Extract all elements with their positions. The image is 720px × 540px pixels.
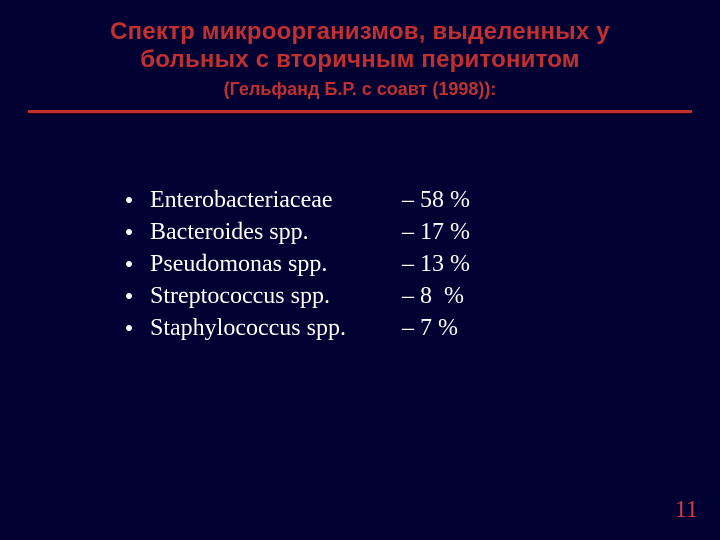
list-item: Bacteroides spp. – 17 %	[126, 216, 720, 248]
organism-name: Bacteroides spp.	[150, 216, 402, 248]
organism-value: – 13 %	[402, 248, 470, 280]
organism-name: Pseudomonas spp.	[150, 248, 402, 280]
title-line-2: больных с вторичным перитонитом	[40, 46, 680, 74]
title-line-1: Спектр микроорганизмов, выделенных у	[40, 18, 680, 46]
title-subtitle: (Гельфанд Б.Р. с соавт (1998)):	[40, 79, 680, 100]
organism-value: – 17 %	[402, 216, 470, 248]
organism-value: – 7 %	[402, 312, 458, 344]
list-item: Streptococcus spp. – 8 %	[126, 280, 720, 312]
organism-list: Enterobacteriaceae – 58 % Bacteroides sp…	[126, 184, 720, 345]
slide: Спектр микроорганизмов, выделенных у бол…	[0, 0, 720, 540]
organism-name: Streptococcus spp.	[150, 280, 402, 312]
bullet-icon	[126, 197, 132, 203]
bullet-icon	[126, 293, 132, 299]
organism-name: Enterobacteriaceae	[150, 184, 402, 216]
organism-name: Staphylococcus spp.	[150, 312, 402, 344]
title-block: Спектр микроорганизмов, выделенных у бол…	[0, 18, 720, 100]
list-item: Pseudomonas spp. – 13 %	[126, 248, 720, 280]
list-item: Staphylococcus spp. – 7 %	[126, 312, 720, 344]
page-number: 11	[675, 497, 698, 524]
bullet-icon	[126, 325, 132, 331]
organism-value: – 58 %	[402, 184, 470, 216]
list-item: Enterobacteriaceae – 58 %	[126, 184, 720, 216]
organism-value: – 8 %	[402, 280, 464, 312]
bullet-icon	[126, 229, 132, 235]
divider-rule	[28, 110, 692, 114]
bullet-icon	[126, 261, 132, 267]
